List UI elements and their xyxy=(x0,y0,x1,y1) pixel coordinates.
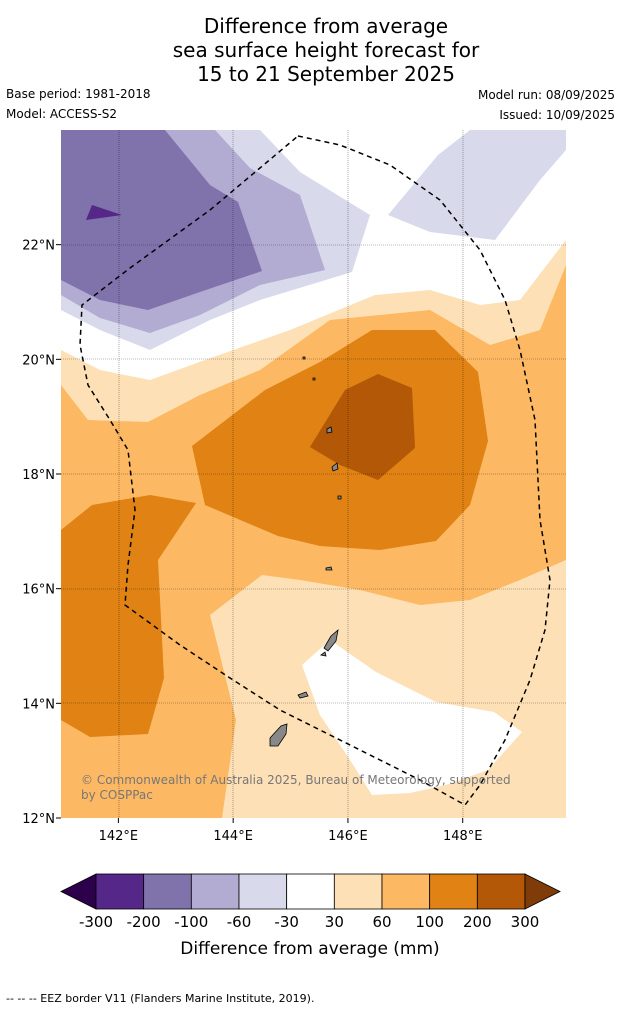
island-alamagan xyxy=(337,495,342,500)
y-tick-label: 20°N xyxy=(22,353,55,368)
x-tick-label: 146°E xyxy=(328,829,368,844)
copyright-line-2: by COSPPac xyxy=(81,788,153,802)
contour-neg100-neg200 xyxy=(61,130,262,310)
title-line-1: Difference from average xyxy=(203,14,449,38)
island-uracas xyxy=(312,377,316,381)
copyright-line-1: © Commonwealth of Australia 2025, Bureau… xyxy=(81,773,511,787)
y-tick-label: 12°N xyxy=(22,812,55,827)
colorbar-title: Difference from average (mm) xyxy=(180,939,439,959)
title-line-2: sea surface height forecast for xyxy=(172,38,480,62)
colorbar-label: 30 xyxy=(325,913,344,931)
contour-neg30-neg60-ne xyxy=(388,130,566,240)
colorbar-label: -30 xyxy=(274,913,299,931)
islands xyxy=(269,356,342,747)
eez-legend: -- -- -- EEZ border V11 (Flanders Marine… xyxy=(6,992,315,1005)
island-pagan xyxy=(331,462,339,472)
island-tinian xyxy=(320,651,327,657)
map-panel: © Commonwealth of Australia 2025, Bureau… xyxy=(61,130,566,818)
colorbar-swatch xyxy=(238,873,288,910)
colorbar-label: 60 xyxy=(372,913,391,931)
island-maug xyxy=(302,356,306,360)
colorbar-swatch xyxy=(429,873,478,910)
colorbar-label: 200 xyxy=(463,913,492,931)
colorbar-label: -60 xyxy=(227,913,252,931)
colorbar-label: 100 xyxy=(415,913,444,931)
colorbar-label: -300 xyxy=(79,913,113,931)
x-tick-label: 142°E xyxy=(99,829,139,844)
island-agrihan xyxy=(326,426,333,434)
island-rota xyxy=(297,691,309,699)
island-guam xyxy=(269,723,288,747)
contour-100-200-west xyxy=(61,495,196,737)
issued-date: Issued: 10/09/2025 xyxy=(499,108,615,122)
y-tick-label: 16°N xyxy=(22,583,55,598)
y-tick-label: 18°N xyxy=(22,468,55,483)
island-saipan xyxy=(323,628,339,652)
x-tick-label: 144°E xyxy=(213,829,253,844)
base-period: Base period: 1981-2018 xyxy=(6,87,151,101)
gridlines xyxy=(61,130,566,818)
model-run: Model run: 08/09/2025 xyxy=(477,88,615,102)
colorbar-label: 300 xyxy=(511,913,540,931)
model-name: Model: ACCESS-S2 xyxy=(6,107,118,121)
colorbar: -300 -200 -100 -60 -30 30 60 100 200 300 xyxy=(60,873,561,931)
colorbar-extend-low xyxy=(60,873,97,910)
island-anatahan xyxy=(325,566,333,571)
colorbar-swatch xyxy=(333,873,383,910)
contour-200-300 xyxy=(310,374,415,480)
colorbar-swatch xyxy=(95,873,145,910)
colorbar-swatch xyxy=(143,873,192,910)
title-line-3: 15 to 21 September 2025 xyxy=(197,62,455,86)
colorbar-label: -200 xyxy=(127,913,161,931)
y-tick-label: 14°N xyxy=(22,697,55,712)
colorbar-label: -100 xyxy=(174,913,208,931)
contour-neg200-neg300 xyxy=(86,205,122,220)
colorbar-swatch xyxy=(286,873,335,910)
y-axis-ticks: 12°N 14°N 16°N 18°N 20°N 22°N xyxy=(22,239,61,827)
colorbar-swatch xyxy=(476,873,526,910)
x-axis-ticks: 142°E 144°E 146°E 148°E xyxy=(99,818,483,844)
colorbar-swatch xyxy=(381,873,431,910)
contour-neutral-south xyxy=(302,640,522,795)
y-tick-label: 22°N xyxy=(22,239,55,254)
x-tick-label: 148°E xyxy=(443,829,483,844)
chart-title: Difference from average sea surface heig… xyxy=(0,14,621,86)
contour-fills xyxy=(61,130,566,818)
colorbar-extend-high xyxy=(524,873,561,910)
colorbar-swatch xyxy=(190,873,240,910)
